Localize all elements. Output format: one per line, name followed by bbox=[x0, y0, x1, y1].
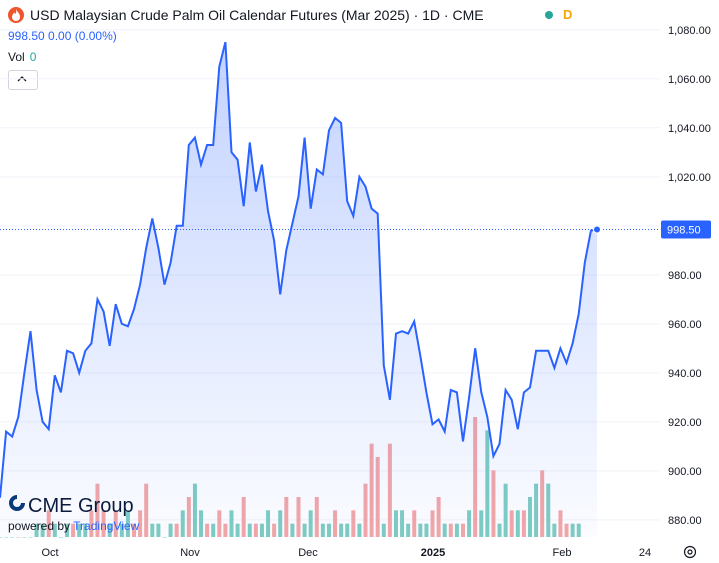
symbol-title[interactable]: USD Malaysian Crude Palm Oil Calendar Fu… bbox=[30, 7, 484, 23]
volume-bar bbox=[162, 537, 167, 538]
price-line bbox=[0, 41, 598, 498]
market-status-dot[interactable] bbox=[545, 11, 553, 19]
price-tick-label: 900.00 bbox=[668, 466, 702, 478]
price-summary: 998.50 0.00 (0.00%) bbox=[8, 29, 117, 43]
chart-header: USD Malaysian Crude Palm Oil Calendar Fu… bbox=[0, 0, 719, 90]
time-tick-label: Feb bbox=[553, 547, 572, 559]
time-tick-label: Oct bbox=[41, 547, 58, 559]
volume-bar bbox=[4, 537, 9, 538]
fire-icon bbox=[8, 7, 24, 23]
delayed-data-badge[interactable]: D bbox=[563, 7, 573, 22]
powered-by-watermark: powered by TradingView bbox=[8, 519, 139, 533]
volume-legend: Vol 0 bbox=[8, 50, 36, 64]
volume-bar bbox=[28, 537, 33, 538]
price-tick-label: 920.00 bbox=[668, 417, 702, 429]
volume-label: Vol bbox=[8, 50, 25, 64]
time-tick-label: 2025 bbox=[421, 547, 445, 559]
cme-logo-icon bbox=[8, 494, 26, 517]
volume-bar bbox=[16, 537, 21, 538]
chevron-up-icon bbox=[17, 76, 27, 82]
price-tick-label: 880.00 bbox=[668, 515, 702, 527]
tradingview-brand: TradingView bbox=[73, 519, 140, 533]
powered-by-text: powered by bbox=[8, 519, 71, 533]
last-price-dot bbox=[593, 225, 601, 234]
price-tick-label: 940.00 bbox=[668, 368, 702, 380]
time-tick-label: 24 bbox=[639, 547, 651, 559]
last-price-tag: 998.50 bbox=[661, 220, 711, 239]
last-price-tag-label: 998.50 bbox=[667, 224, 701, 236]
price-area bbox=[0, 42, 597, 537]
price-tick-label: 960.00 bbox=[668, 319, 702, 331]
price-tick-label: 1,040.00 bbox=[668, 123, 711, 135]
price-tick-label: 1,060.00 bbox=[668, 74, 711, 86]
time-axis[interactable]: Oct Nov Dec 2025 Feb 24 bbox=[41, 547, 651, 559]
last-price-tag-bg bbox=[661, 220, 711, 239]
price-axis[interactable]: 880.00900.00920.00940.00960.00980.001,00… bbox=[668, 25, 711, 527]
time-tick-label: Nov bbox=[180, 547, 200, 559]
volume-bar bbox=[22, 537, 27, 538]
volume-bar bbox=[10, 537, 15, 538]
cme-group-watermark: CME Group bbox=[28, 495, 134, 517]
gear-icon[interactable] bbox=[683, 545, 697, 559]
price-tick-label: 1,080.00 bbox=[668, 25, 711, 37]
time-tick-label: Dec bbox=[298, 547, 318, 559]
volume-bar bbox=[58, 537, 63, 538]
price-tick-label: 980.00 bbox=[668, 270, 702, 282]
volume-bar bbox=[0, 537, 2, 538]
price-tick-label: 1,020.00 bbox=[668, 172, 711, 184]
collapse-legend-button[interactable] bbox=[8, 70, 38, 90]
volume-value: 0 bbox=[29, 50, 37, 64]
